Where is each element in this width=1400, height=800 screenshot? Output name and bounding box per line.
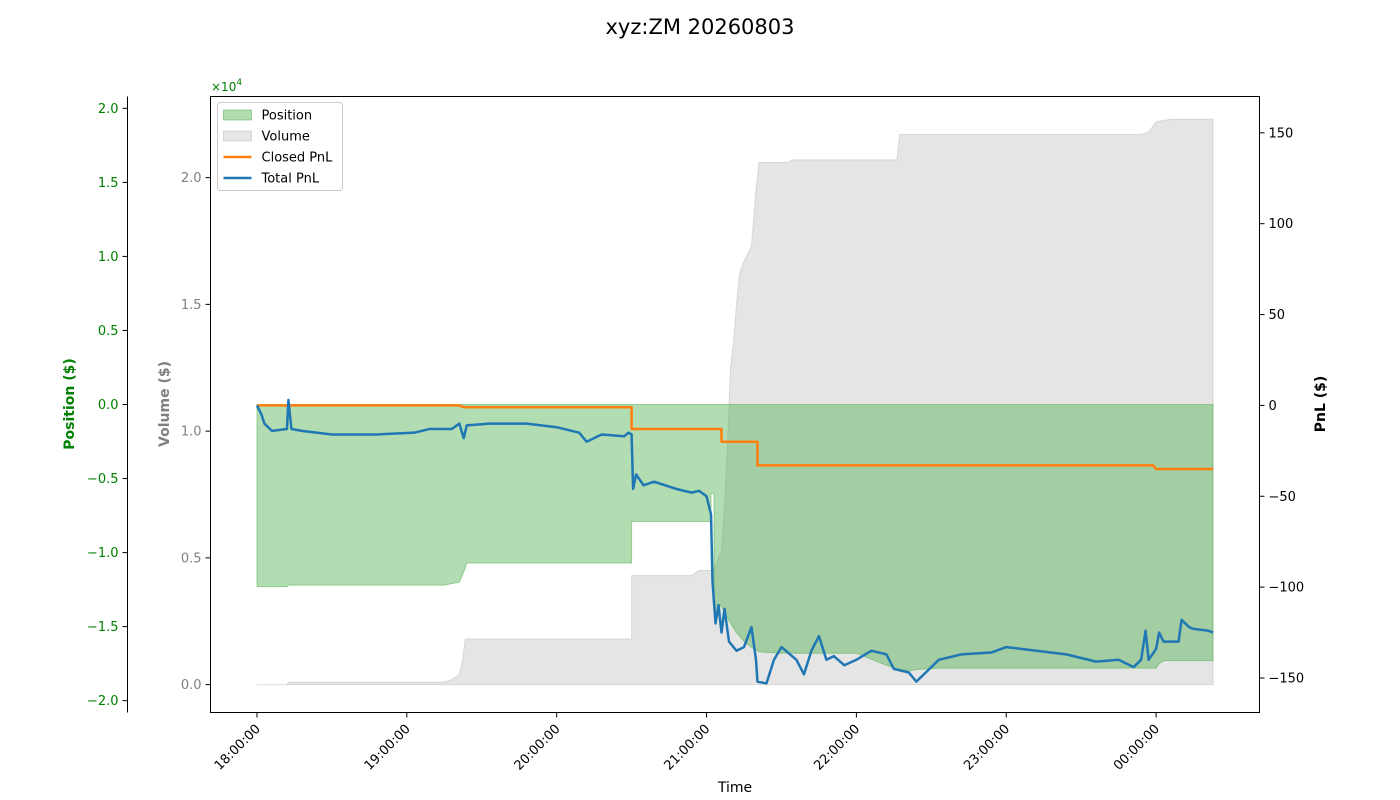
chart-title: xyz:ZM 20260803 [605,15,794,39]
volume-axis-label: Volume ($) [157,361,173,447]
position-tick-label: 0.0 [98,398,119,413]
volume-area [256,118,1214,686]
position-tick-label: 1.0 [98,250,119,265]
time-axis: 18:00:00 19:00:00 20:00:00 21:00:00 22:00:00… [212,712,1163,774]
time-tick-label: 21:00:00 [661,722,713,774]
pnl-tick-label: −100 [1269,581,1305,596]
time-tick-label: 22:00:00 [811,722,863,774]
time-tick-label: 23:00:00 [961,722,1013,774]
pnl-tick-label: −50 [1269,490,1296,505]
pnl-axis: −150 −100 −50 0 50 100 150 [1259,126,1305,686]
total-pnl-legend-label: Total PnL [261,172,320,187]
total-pnl-line [255,398,1214,685]
position-tick-label: 1.5 [98,176,119,191]
position-legend-label: Position [262,109,313,124]
closed-pnl-line [256,404,1214,471]
position-axis-label: Position ($) [62,358,78,450]
area-series-group [256,118,1214,686]
legend-box [217,102,343,191]
plot-border [210,96,1260,713]
closed-pnl-legend-label: Closed PnL [262,151,334,166]
time-tick-label: 00:00:00 [1111,722,1163,774]
pnl-tick-label: 150 [1269,126,1294,141]
position-multiplier: ×104 [211,78,242,94]
position-tick-label: 0.5 [98,324,119,339]
volume-tick-label: 1.0 [181,425,202,440]
position-legend-swatch [223,109,252,121]
position-tick-label: −1.5 [87,620,119,635]
position-tick-label: 2.0 [98,102,119,117]
volume-legend-swatch [223,130,252,142]
volume-tick-label: 1.5 [181,298,202,313]
legend: Position Volume Closed PnL Total PnL [217,102,343,191]
pnl-tick-label: 0 [1269,399,1277,414]
volume-tick-label: 2.0 [181,171,202,186]
position-tick-label: −1.0 [87,546,119,561]
volume-legend-label: Volume [262,130,310,145]
pnl-tick-label: 100 [1269,217,1294,232]
position-tick-label: −0.5 [87,472,119,487]
time-tick-label: 20:00:00 [512,722,564,774]
volume-tick-label: 0.5 [181,551,202,566]
pnl-axis-label: PnL ($) [1313,376,1329,433]
pnl-tick-label: 50 [1269,308,1286,323]
volume-tick-label: 0.0 [181,678,202,693]
volume-axis: 0.0 0.5 1.0 1.5 2.0 [181,171,211,693]
position-axis: −2.0 −1.5 −1.0 −0.5 0.0 0.5 1.0 1.5 2.0 [87,96,128,713]
x-axis-label: Time [717,780,752,796]
line-series-group [255,398,1214,685]
pnl-tick-label: −150 [1269,671,1305,686]
position-tick-label: −2.0 [87,694,119,709]
position-area [256,404,1214,672]
time-tick-label: 19:00:00 [362,722,414,774]
time-tick-label: 18:00:00 [212,722,264,774]
